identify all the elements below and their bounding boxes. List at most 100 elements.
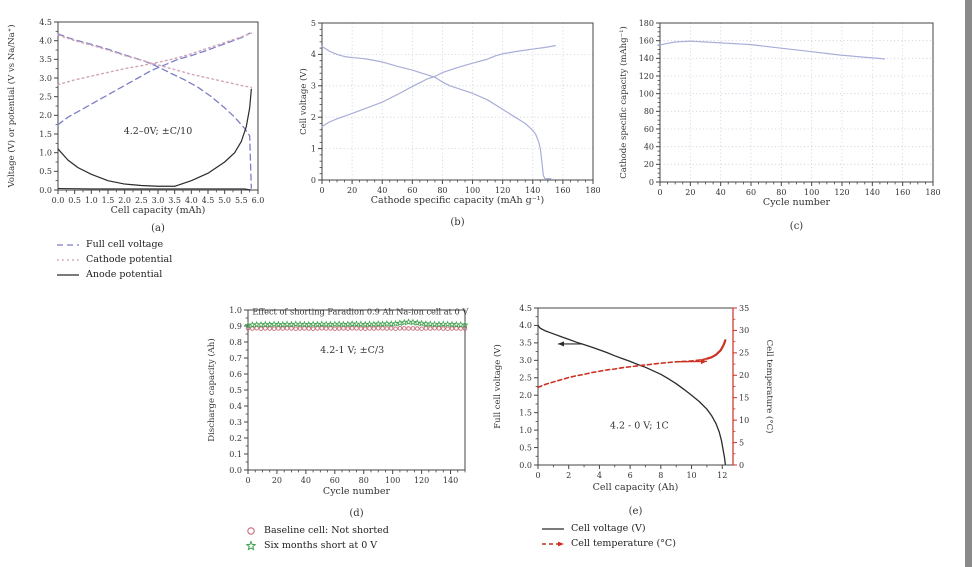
svg-text:15: 15 bbox=[739, 394, 749, 403]
svg-text:0.4: 0.4 bbox=[229, 402, 242, 411]
svg-text:0.5: 0.5 bbox=[39, 167, 52, 176]
svg-text:0: 0 bbox=[319, 186, 324, 195]
svg-text:0.0: 0.0 bbox=[52, 196, 65, 205]
discharge-curve-curve bbox=[321, 45, 552, 180]
cathode-potential-charge-curve bbox=[57, 32, 253, 86]
svg-text:4: 4 bbox=[311, 50, 316, 59]
legend-label: Full cell voltage bbox=[86, 239, 164, 250]
chart-e-voltage-temperature-vs-capacity: 0 2 4 6 8 10 12 0.0 0.5 1.0 1.5 2.0 2.5 3.0 3.5 4.0 4.5 0… bbox=[492, 304, 775, 517]
svg-text:0.5: 0.5 bbox=[519, 443, 532, 452]
svg-text:3.0: 3.0 bbox=[39, 74, 52, 83]
capacity-fade-curve-curve bbox=[659, 40, 886, 60]
svg-text:3.5: 3.5 bbox=[519, 339, 532, 348]
baseline-circle-marker bbox=[247, 527, 255, 535]
svg-text:0: 0 bbox=[535, 471, 540, 480]
svg-text:0.1: 0.1 bbox=[229, 450, 242, 459]
svg-text:4: 4 bbox=[597, 471, 602, 480]
svg-text:40: 40 bbox=[301, 476, 311, 485]
svg-text:25: 25 bbox=[739, 349, 749, 358]
svg-text:4.5: 4.5 bbox=[202, 196, 215, 205]
anode-potential-line-sample bbox=[57, 274, 79, 276]
x-axis-label: Cell capacity (Ah) bbox=[593, 482, 679, 493]
svg-text:140: 140 bbox=[865, 188, 880, 197]
anode-potential-charge-curve bbox=[57, 188, 252, 191]
svg-text:100: 100 bbox=[804, 188, 819, 197]
svg-text:140: 140 bbox=[443, 476, 458, 485]
x-axis-label: Cathode specific capacity (mAh g⁻¹) bbox=[371, 195, 545, 206]
svg-text:0.6: 0.6 bbox=[229, 370, 242, 379]
svg-text:140: 140 bbox=[525, 186, 540, 195]
svg-text:4.0: 4.0 bbox=[185, 196, 198, 205]
svg-text:0.7: 0.7 bbox=[229, 354, 242, 363]
legend-label: Cell voltage (V) bbox=[571, 523, 646, 534]
svg-text:3: 3 bbox=[311, 82, 316, 91]
svg-text:5: 5 bbox=[311, 19, 316, 28]
svg-text:2.0: 2.0 bbox=[39, 111, 52, 120]
svg-text:2.0: 2.0 bbox=[519, 391, 532, 400]
cathode-potential-line-sample bbox=[57, 259, 79, 261]
scrollbar[interactable] bbox=[965, 0, 972, 567]
svg-text:100: 100 bbox=[639, 89, 654, 98]
svg-text:2: 2 bbox=[311, 113, 316, 122]
svg-text:3.0: 3.0 bbox=[519, 356, 532, 365]
svg-text:140: 140 bbox=[639, 54, 654, 63]
svg-text:60: 60 bbox=[407, 186, 417, 195]
chart-d-discharge-capacity-vs-cycle: 0 20 40 60 80 100 120 140 0.0 0.1 0.2 0.3 0.4 0.5 0.6 0… bbox=[206, 306, 469, 519]
legend-label: Anode potential bbox=[86, 269, 163, 280]
panel-sublabel: (b) bbox=[450, 217, 464, 228]
y-axis-label: Cathode specific capacity (mAhg⁻¹) bbox=[618, 26, 629, 179]
svg-text:0.0: 0.0 bbox=[229, 466, 242, 475]
legend-item: Six months short at 0 V bbox=[244, 539, 389, 553]
svg-text:0.0: 0.0 bbox=[519, 461, 532, 470]
svg-text:0: 0 bbox=[657, 188, 662, 197]
svg-text:1.0: 1.0 bbox=[39, 148, 52, 157]
svg-text:0.8: 0.8 bbox=[229, 338, 242, 347]
svg-text:80: 80 bbox=[359, 476, 369, 485]
svg-text:10: 10 bbox=[686, 471, 696, 480]
svg-text:5.0: 5.0 bbox=[218, 196, 231, 205]
svg-text:80: 80 bbox=[437, 186, 447, 195]
svg-text:20: 20 bbox=[685, 188, 695, 197]
x-axis-label: Cycle number bbox=[763, 197, 831, 208]
svg-text:100: 100 bbox=[465, 186, 480, 195]
full-cell-voltage-line-sample bbox=[57, 244, 79, 246]
cell-temperature-line-sample bbox=[542, 541, 564, 547]
svg-text:180: 180 bbox=[925, 188, 940, 197]
full-cell-voltage-discharge-curve bbox=[57, 33, 252, 189]
anode-potential-discharge-curve bbox=[57, 88, 252, 187]
legend-label: Cell temperature (°C) bbox=[571, 538, 676, 549]
svg-text:4.5: 4.5 bbox=[519, 304, 532, 313]
svg-text:80: 80 bbox=[644, 107, 654, 116]
svg-text:8: 8 bbox=[658, 471, 663, 480]
svg-text:5.5: 5.5 bbox=[235, 196, 248, 205]
legend-item: Anode potential bbox=[56, 268, 172, 282]
svg-text:60: 60 bbox=[644, 125, 654, 134]
svg-text:120: 120 bbox=[834, 188, 849, 197]
svg-text:40: 40 bbox=[716, 188, 726, 197]
svg-text:2.5: 2.5 bbox=[519, 374, 532, 383]
cathode-potential-discharge-curve bbox=[57, 34, 253, 89]
svg-text:60: 60 bbox=[330, 476, 340, 485]
condition-annotation-e: 4.2 - 0 V; 1C bbox=[610, 420, 669, 431]
svg-text:60: 60 bbox=[746, 188, 756, 197]
panel-sublabel: (d) bbox=[349, 508, 363, 519]
svg-text:180: 180 bbox=[639, 19, 654, 28]
svg-text:6: 6 bbox=[628, 471, 633, 480]
legend-item: Cell temperature (°C) bbox=[541, 537, 676, 551]
legend-label: Six months short at 0 V bbox=[264, 540, 378, 551]
x-axis-label: Cycle number bbox=[323, 486, 391, 497]
svg-text:0.9: 0.9 bbox=[229, 322, 242, 331]
legend-item: Cell voltage (V) bbox=[541, 522, 676, 536]
chart-b-cell-voltage-vs-specific-capacity: 0 20 40 60 80 100 120 140 160 180 0 1 2 3 4 5 Cathode sp… bbox=[298, 19, 601, 228]
legend-label: Cathode potential bbox=[86, 254, 173, 265]
svg-text:160: 160 bbox=[895, 188, 910, 197]
condition-annotation-d: 4.2-1 V; ±C/3 bbox=[320, 345, 384, 356]
svg-text:1.5: 1.5 bbox=[519, 408, 532, 417]
svg-text:0.5: 0.5 bbox=[229, 386, 242, 395]
svg-text:1.5: 1.5 bbox=[102, 196, 115, 205]
svg-text:120: 120 bbox=[639, 72, 654, 81]
svg-text:0.0: 0.0 bbox=[39, 186, 52, 195]
cell-voltage-curve bbox=[537, 324, 726, 465]
chart-a-voltage-vs-capacity: 0.0 0.5 1.0 1.5 2.0 2.5 3.0 3.5 4.0 4.5 5.0 5.5 6.00… bbox=[6, 18, 264, 234]
